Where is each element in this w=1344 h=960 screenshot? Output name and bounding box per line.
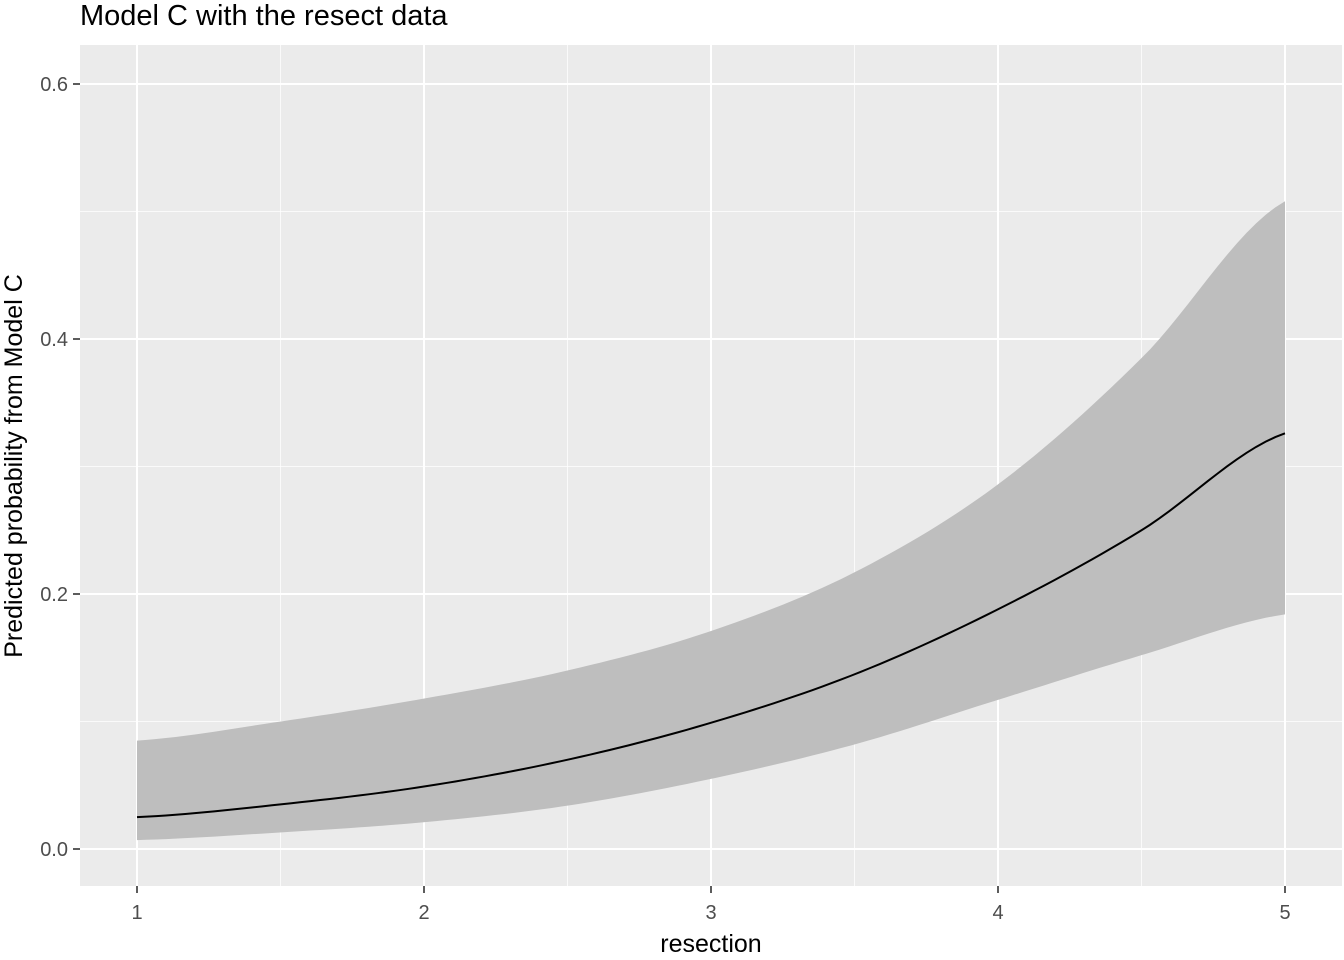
y-tick-label: 0.4 bbox=[40, 329, 68, 351]
x-tick-label: 4 bbox=[992, 902, 1003, 924]
x-axis-title: resection bbox=[660, 930, 761, 958]
y-tick-label: 0.2 bbox=[40, 584, 68, 606]
fitted-line bbox=[136, 432, 1286, 819]
y-tick-label: 0.6 bbox=[40, 74, 68, 96]
chart-title: Model C with the resect data bbox=[80, 0, 448, 32]
confidence-ribbon bbox=[137, 201, 1285, 841]
x-tick-label: 1 bbox=[131, 902, 142, 924]
x-tick-label: 2 bbox=[418, 902, 429, 924]
y-axis-ticks: 0.0 0.2 0.4 0.6 bbox=[40, 74, 80, 861]
y-axis-title: Predicted probability from Model C bbox=[0, 274, 28, 658]
y-tick-label: 0.0 bbox=[40, 839, 68, 861]
x-tick-label: 5 bbox=[1279, 902, 1290, 924]
x-tick-label: 3 bbox=[705, 902, 716, 924]
x-axis-ticks: 1 2 3 4 5 bbox=[131, 886, 1291, 924]
